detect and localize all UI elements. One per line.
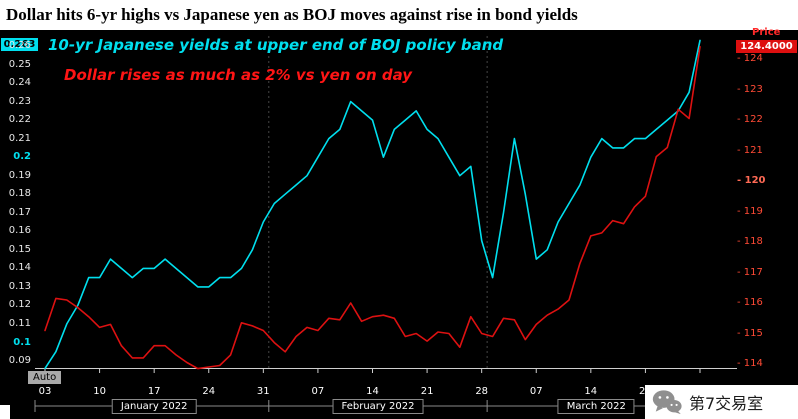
page-title: Dollar hits 6-yr highs vs Japanese yen a… [0, 0, 798, 30]
corner-handle [0, 405, 10, 419]
brand-name: 第7交易室 [689, 394, 764, 413]
dollar-annotation: Dollar rises as much as 2% vs yen on day [64, 66, 413, 84]
auto-scale-button[interactable]: Auto [28, 371, 62, 384]
brand-footer: 第7交易室 [645, 385, 798, 419]
price-last-value-badge: 124.4000 [736, 40, 797, 53]
wechat-icon [652, 390, 682, 415]
right-axis-title: Price [752, 27, 781, 38]
chart-area[interactable] [0, 30, 798, 419]
yield-last-value-badge: 0.263 [1, 38, 38, 51]
yield-annotation: 10-yr Japanese yields at upper end of BO… [48, 36, 504, 54]
